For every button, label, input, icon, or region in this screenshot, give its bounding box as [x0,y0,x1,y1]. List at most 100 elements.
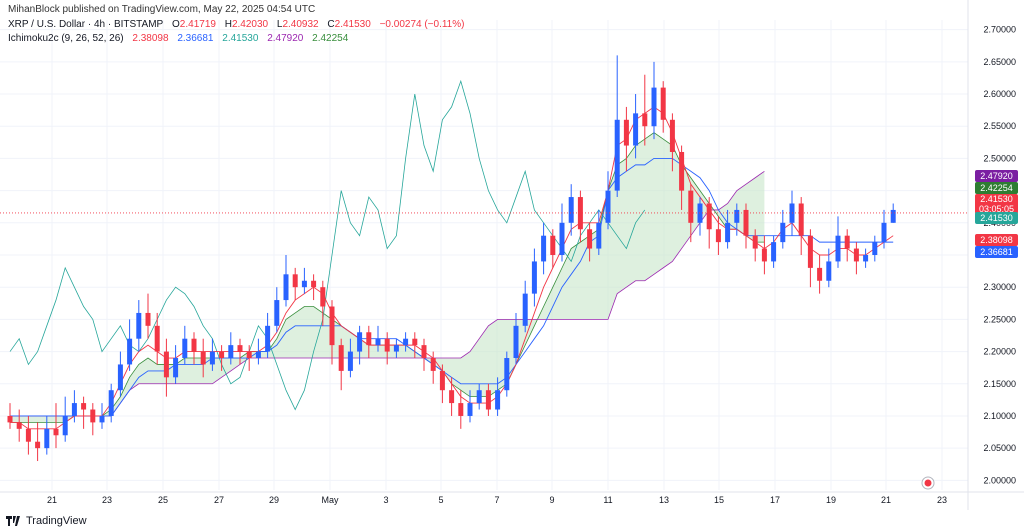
symbol-name: XRP / U.S. Dollar · 4h · BITSTAMP [8,19,164,30]
candle-body [458,403,464,416]
candle-body [623,119,629,146]
indicator-name: Ichimoku2c (9, 26, 52, 26) [8,33,124,44]
ohlc-close: C2.41530 [327,19,371,30]
candle-body [81,403,87,410]
x-tick-label: 19 [826,495,836,505]
y-tick-label: 2.60000 [983,89,1016,99]
candle-body [807,235,813,268]
x-tick-label: 11 [603,495,612,505]
indicator-value-kijun: 2.36681 [177,33,214,44]
candle-body [412,338,418,346]
ohlc-high: H2.42030 [224,19,269,30]
candle-body [347,351,353,371]
x-tick-label: 23 [937,495,947,505]
x-tick-label: 9 [549,495,554,505]
candle-body [311,280,317,288]
candle-body [596,222,602,249]
candle-body [531,261,537,294]
candle-body [504,358,510,391]
candle-body [7,415,13,423]
y-tick-label: 2.20000 [983,347,1016,357]
candle-body [117,364,123,391]
candle-body [587,229,593,249]
indicator-value-chikou: 2.41530 [222,33,259,44]
event-flag-icon [924,479,932,487]
y-tick-label: 2.70000 [983,25,1016,35]
tradingview-logo[interactable]: TradingView [6,515,87,527]
candle-body [366,332,372,346]
candle-body [255,351,261,359]
ichimoku-cloud [10,132,765,423]
candle-body [163,351,169,378]
candle-body [550,235,556,255]
x-tick-label: 21 [881,495,891,505]
candle-body [872,242,878,255]
symbol-legend[interactable]: XRP / U.S. Dollar · 4h · BITSTAMP O2.417… [8,19,470,30]
y-tick-label: 2.50000 [983,153,1016,163]
x-tick-label: 5 [438,495,443,505]
candle-body [715,229,721,243]
candle-body [145,312,151,326]
candle-body [329,306,335,346]
candle-body [320,287,326,307]
footer-brand: TradingView [26,515,87,527]
candle-body [154,325,160,352]
candle-body [375,338,381,346]
y-tick-label: 2.00000 [983,475,1016,485]
price-tag: 2.38098 [975,234,1018,246]
candle-body [752,235,758,249]
ohlc-change: −0.00274 (−0.11%) [379,19,465,30]
candle-body [697,203,703,223]
x-tick-label: May [321,495,339,505]
y-tick-label: 2.10000 [983,411,1016,421]
candle-body [219,351,225,359]
candle-body [844,235,850,249]
candle-body [476,390,482,404]
price-tag: 2.41530 [975,212,1018,224]
candle-body [25,428,31,442]
candle-body [127,338,133,365]
candle-body [826,261,832,281]
candle-body [688,190,694,223]
candle-body [863,255,869,262]
price-tag: 2.41530 03:05:05 [975,194,1018,214]
candle-body [237,345,243,352]
candle-body [835,235,841,262]
candle-body [421,345,427,359]
candle-body [817,267,823,281]
candle-body [890,209,896,223]
candle-body [513,325,519,359]
candle-body [357,332,363,352]
x-tick-label: 13 [659,495,669,505]
candle-body [393,345,399,352]
candle-body [182,338,188,359]
x-tick-label: 17 [770,495,780,505]
candle-body [669,119,675,152]
indicator-value-tenkan: 2.38098 [132,33,169,44]
y-tick-label: 2.25000 [983,314,1016,324]
candle-body [495,390,501,410]
chikou-span [9,79,646,411]
candle-body [734,209,740,223]
candle-body [35,441,41,449]
candle-body [384,338,390,352]
indicator-legend[interactable]: Ichimoku2c (9, 26, 52, 26) 2.38098 2.366… [8,33,354,44]
candle-body [430,358,436,371]
candle-body [467,403,473,416]
ohlc-open: O2.41719 [172,19,216,30]
y-tick-label: 2.55000 [983,121,1016,131]
price-tag: 2.47920 [975,170,1018,182]
indicator-value-span-b: 2.47920 [267,33,304,44]
candle-body [577,197,583,230]
candle-body [228,345,234,359]
candle-body [403,338,409,346]
price-tag: 2.42254 [975,182,1018,194]
candle-body [16,422,22,429]
candle-body [246,351,252,359]
x-tick-label: 23 [102,495,112,505]
y-tick-label: 2.30000 [983,282,1016,292]
candle-body [853,248,859,262]
candle-body [173,358,179,378]
x-tick-label: 29 [269,495,279,505]
